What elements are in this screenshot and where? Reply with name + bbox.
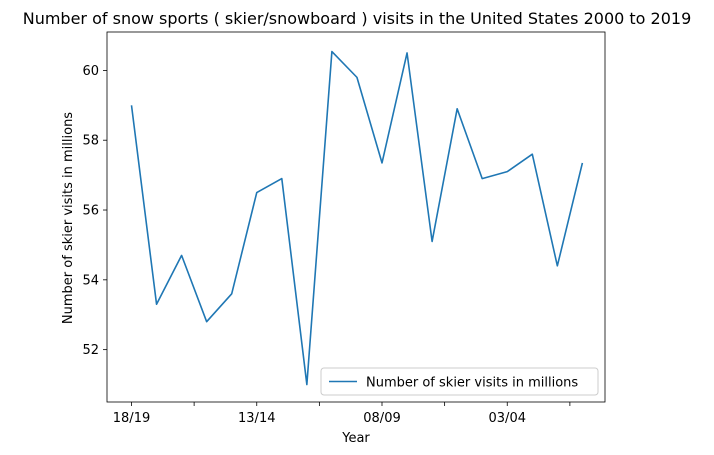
y-tick-label: 56 xyxy=(82,204,99,219)
chart-title: Number of snow sports ( skier/snowboard … xyxy=(23,9,692,28)
plot-area: 52 54 56 58 60 18/19 13/14 08/09 03/04 Number of … xyxy=(82,31,606,426)
x-tick-label: 08/09 xyxy=(363,411,400,426)
series-line xyxy=(130,50,584,386)
y-tick-label: 58 xyxy=(82,134,99,149)
y-axis-label: Number of skier visits in millions xyxy=(61,112,76,324)
x-tick-label: 03/04 xyxy=(489,411,526,426)
legend-label: Number of skier visits in millions xyxy=(366,376,578,391)
x-tick-label: 18/19 xyxy=(113,411,150,426)
y-tick-label: 52 xyxy=(82,343,99,358)
y-tick-label: 60 xyxy=(82,64,99,79)
axes-frame xyxy=(106,31,606,403)
x-tick-label: 13/14 xyxy=(238,411,275,426)
y-tick-label: 54 xyxy=(82,273,99,288)
legend-box xyxy=(320,367,599,396)
x-axis-label: Year xyxy=(341,431,370,446)
